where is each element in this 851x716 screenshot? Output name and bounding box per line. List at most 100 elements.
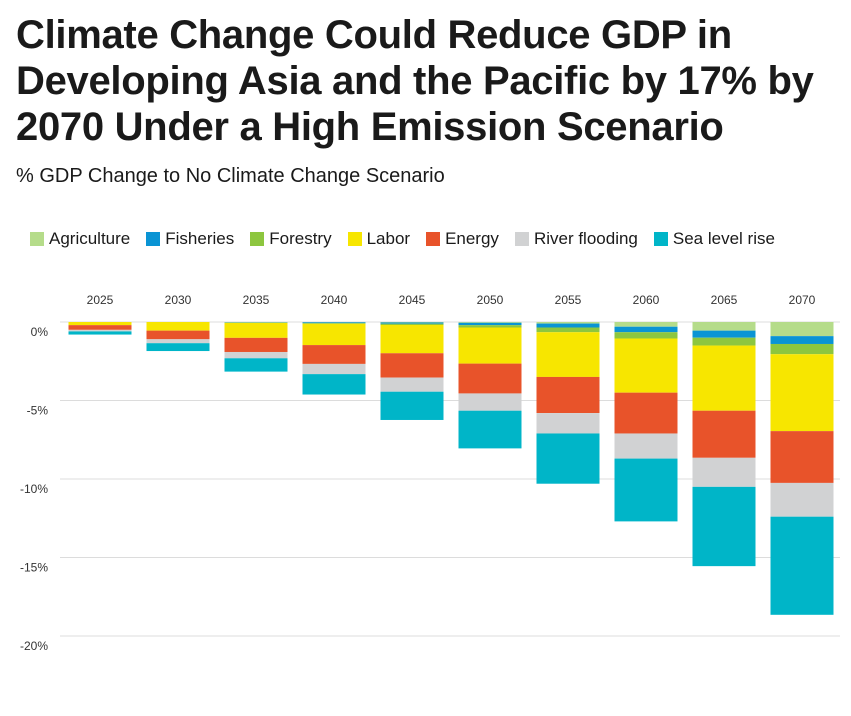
bar-segment-labor [68,322,132,326]
bar-segment-energy [536,376,600,414]
x-tick-label: 2025 [87,293,114,307]
bar-segment-forestry [770,343,834,355]
bar-segment-energy [614,392,678,434]
bar-segment-agriculture [692,322,756,331]
bar-segment-agriculture [614,322,678,327]
bar-segment-fisheries [380,322,444,324]
bar-segment-fisheries [458,322,522,326]
bar-segment-river-flooding [614,433,678,459]
y-tick-label: 0% [31,325,49,339]
legend-item: Energy [426,228,499,250]
bar-segment-energy [224,337,288,352]
bar-segment-river-flooding [68,329,132,332]
bar-segment-river-flooding [458,393,522,411]
legend-label: Agriculture [49,229,131,248]
bar-segment-energy [770,431,834,483]
bar-segment-labor [302,323,366,346]
bar-segment-sea-level-rise [692,486,756,567]
bar-segment-forestry [692,337,756,346]
bar-segment-energy [146,330,210,340]
bar-segment-river-flooding [302,363,366,375]
chart-title: Climate Change Could Reduce GDP in Devel… [16,13,814,149]
y-tick-label: -20% [20,639,48,650]
bar-segment-labor [380,324,444,354]
bar-segment-labor [224,322,288,338]
legend-label: Forestry [269,229,332,248]
bar-segment-river-flooding [380,377,444,392]
x-tick-label: 2040 [321,293,348,307]
legend-swatch [30,232,44,246]
legend-item: Labor [347,228,411,250]
bar-segment-energy [380,353,444,378]
bar-segment-forestry [302,323,366,324]
bar-segment-sea-level-rise [536,433,600,484]
bar-segment-forestry [458,325,522,328]
x-tick-label: 2045 [399,293,426,307]
x-tick-label: 2070 [789,293,816,307]
legend-item: Forestry [250,228,332,250]
bar-segment-agriculture [770,322,834,337]
bar-segment-labor [536,332,600,377]
legend-label: Sea level rise [672,229,775,248]
legend-item: Sea level rise [653,228,775,250]
x-tick-label: 2060 [633,293,660,307]
header: Climate Change Could Reduce GDP in Devel… [0,0,851,250]
bar-segment-sea-level-rise [68,331,132,335]
bar-segment-forestry [614,332,678,339]
legend-item: Agriculture [30,228,130,250]
bar-segment-forestry [380,323,444,325]
bar-segment-energy [458,363,522,394]
bar-segment-energy [68,325,132,330]
bar-segment-sea-level-rise [302,374,366,395]
x-tick-label: 2035 [243,293,270,307]
bar-segment-fisheries [614,326,678,333]
x-tick-label: 2065 [711,293,738,307]
legend-label: Energy [445,229,499,248]
legend-swatch [146,232,161,246]
bar-segment-agriculture [458,322,522,323]
bar-segment-labor [614,338,678,393]
legend-swatch [426,232,441,246]
bar-segment-sea-level-rise [146,343,210,352]
legend-item: Fisheries [146,228,234,250]
legend-swatch [347,232,362,246]
legend-label: River flooding [533,229,638,248]
bar-segment-agriculture [536,322,600,324]
bar-segment-sea-level-rise [614,458,678,522]
stacked-bar-chart: 0% -5% -10% -15% -20% 2025 2030 2035 2040 2045 205… [20,293,840,650]
x-tick-label: 2050 [477,293,504,307]
bar-segment-sea-level-rise [770,516,834,615]
bar-segment-river-flooding [224,351,288,359]
bar-segment-forestry [536,327,600,333]
bar-segment-river-flooding [146,339,210,344]
bar-segment-sea-level-rise [380,391,444,420]
x-tick-label: 2055 [555,293,582,307]
y-tick-label: -5% [27,404,49,418]
legend-swatch [250,232,265,246]
legend-item: River flooding [514,228,638,250]
legend-label: Fisheries [165,229,235,248]
chart-subtitle: % GDP Change to No Climate Change Scenar… [16,165,445,187]
bar-segment-labor [146,322,210,331]
bar-segment-river-flooding [536,413,600,434]
x-tick-label: 2030 [165,293,192,307]
bar-segment-labor [458,327,522,364]
legend-swatch [653,232,668,246]
legend-label: Labor [366,229,411,248]
y-tick-label: -15% [20,561,48,575]
bar-segment-river-flooding [770,482,834,517]
bar-segment-sea-level-rise [458,410,522,449]
y-tick-label: -10% [20,482,48,496]
legend-swatch [514,232,529,246]
bar-segment-labor [770,354,834,432]
bar-segment-energy [692,410,756,458]
bar-segment-fisheries [692,330,756,338]
bar-segment-energy [302,345,366,364]
bar-segment-sea-level-rise [224,358,288,372]
bar-segment-river-flooding [692,457,756,487]
legend: Agriculture Fisheries Forestry Labor Energy R… [30,228,835,250]
bar-segment-fisheries [536,323,600,328]
bar-segment-fisheries [302,322,366,324]
bar-segment-labor [692,345,756,411]
bar-segment-fisheries [770,336,834,344]
